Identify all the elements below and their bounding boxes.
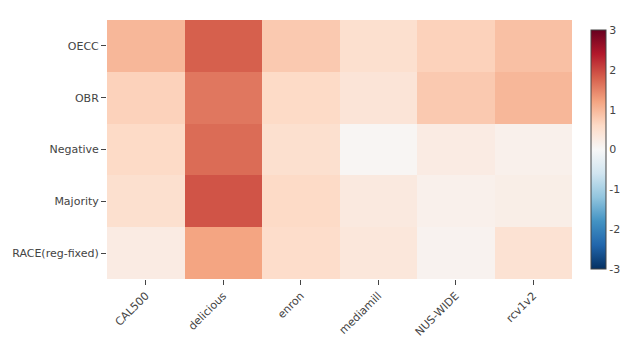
svg-text:OBR: OBR <box>75 92 99 105</box>
svg-text:1: 1 <box>609 104 616 117</box>
svg-text:enron: enron <box>275 290 307 322</box>
svg-text:RACE(reg-fixed): RACE(reg-fixed) <box>12 247 99 260</box>
svg-text:Negative: Negative <box>49 143 99 156</box>
svg-text:2: 2 <box>609 64 616 77</box>
svg-text:0: 0 <box>609 143 616 156</box>
svg-text:Majority: Majority <box>54 195 99 208</box>
svg-text:rcv1v2: rcv1v2 <box>504 290 540 326</box>
svg-text:CAL500: CAL500 <box>113 290 152 329</box>
svg-text:mediamill: mediamill <box>337 290 384 337</box>
svg-text:-3: -3 <box>609 263 620 276</box>
svg-text:OECC: OECC <box>68 40 99 53</box>
svg-text:delicious: delicious <box>186 289 230 333</box>
svg-text:-1: -1 <box>609 183 620 196</box>
svg-text:3: 3 <box>609 24 616 37</box>
svg-text:-2: -2 <box>609 223 620 236</box>
svg-text:NUS-WIDE: NUS-WIDE <box>413 289 462 338</box>
